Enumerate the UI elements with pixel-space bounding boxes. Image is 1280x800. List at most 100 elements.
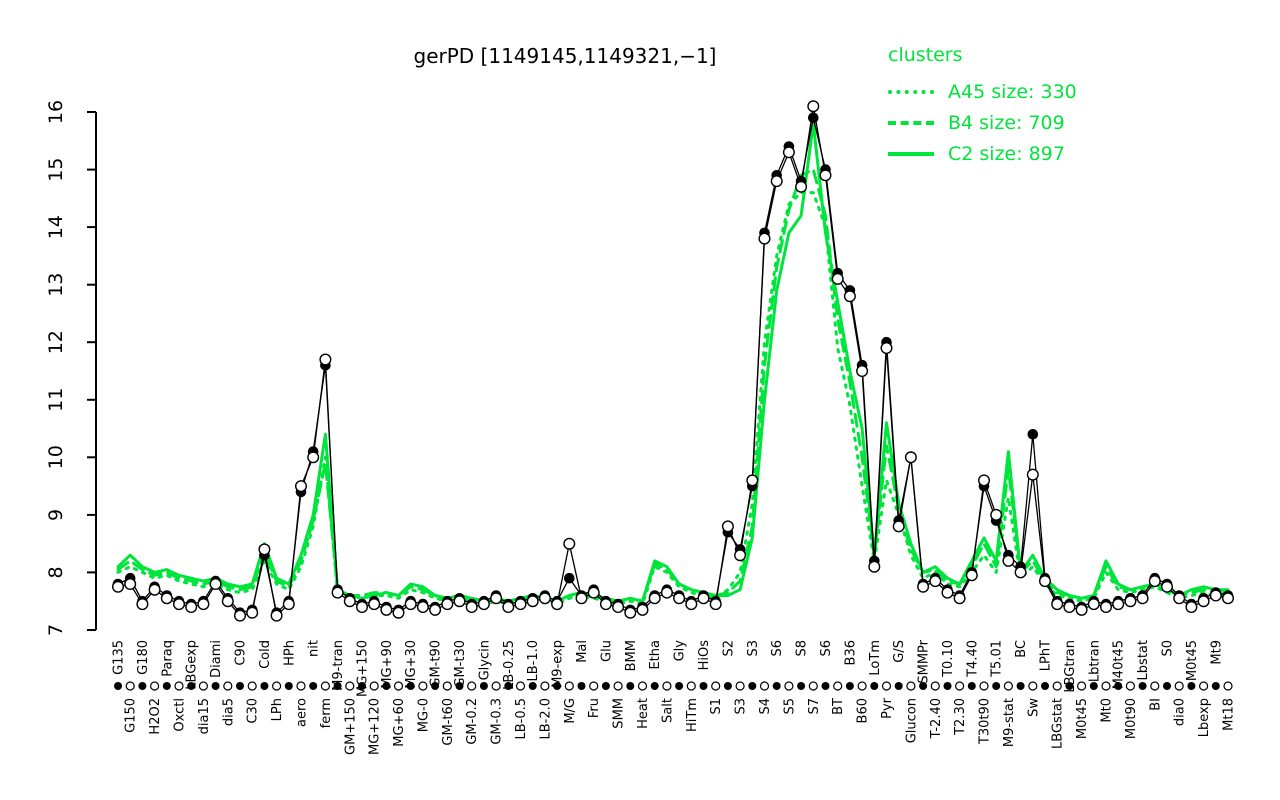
x-tick-label: SMMPr [917, 639, 932, 683]
x-tick-label: Oxctl [173, 698, 188, 732]
y-tick-label: 13 [45, 273, 67, 297]
x-tick-label: Glucon [904, 698, 919, 743]
legend-label: B4 size: 709 [948, 111, 1065, 134]
x-tick-label: HiOs [697, 640, 712, 671]
x-tick-label: LPhT [1039, 640, 1054, 671]
x-tick-label: nit [307, 640, 322, 657]
x-tick-label: M0t90 [1124, 698, 1139, 739]
x-tick-label: HiTm [685, 698, 700, 732]
x-tick-label: MG+90 [380, 640, 395, 689]
x-tick-label: S1 [709, 698, 724, 715]
x-tick-label: dia5 [221, 698, 236, 726]
x-tick-label: GM+150 [343, 698, 358, 755]
x-tick-label: Pyr [880, 697, 895, 719]
x-tick-label: Lbstat [1136, 640, 1151, 680]
legend-title: clusters [888, 44, 963, 66]
x-tick-label: MG-0 [416, 698, 431, 732]
x-tick-label: Fru [587, 698, 602, 718]
legend-entry-b4: B4 size: 709 [888, 107, 1077, 138]
x-tick-label: Glu [599, 640, 614, 662]
x-tick-label: M40t45 [1112, 640, 1127, 689]
x-tick-label: T4.40 [965, 640, 980, 678]
x-tick-label: Heat [636, 698, 651, 729]
x-tick-label: S2 [721, 640, 736, 657]
x-tick-label: Mal [575, 640, 590, 663]
x-tick-label: M0t45 [1185, 640, 1200, 681]
x-tick-label: Lbtran [1087, 640, 1102, 682]
x-tick-label: Salt [660, 698, 675, 723]
x-tick-label: BI [1148, 698, 1163, 711]
x-tick-label: MG+30 [404, 640, 419, 689]
y-tick-label: 8 [45, 566, 67, 578]
x-tick-label: LB-0.5 [514, 698, 529, 740]
series-line-2 [116, 122, 1230, 603]
x-tick-label: ferm [319, 698, 334, 728]
x-tick-label: MG+150 [356, 640, 371, 697]
x-tick-label: SMM [612, 698, 627, 729]
x-tick-label: BMM [624, 640, 639, 671]
x-tick-label: Gly [673, 640, 688, 662]
x-tick-label: LB-2.0 [538, 698, 553, 740]
x-tick-label: S0 [1161, 640, 1176, 657]
x-tick-label: M/G [563, 698, 578, 724]
x-axis-labels: G135 G150 G180 H2O2 Paraq Oxctl LBGexp dia15 Dia… [112, 639, 1237, 755]
x-tick-label: aero [295, 698, 310, 727]
x-tick-label: Cold [258, 640, 273, 669]
x-tick-label: T30t90 [978, 698, 993, 745]
legend: clusters A45 size: 330 B4 size: 709 C2 s… [888, 44, 1077, 169]
y-axis: 7 8 9 10 11 12 13 14 15 16 [45, 100, 97, 636]
y-tick-label: 11 [45, 388, 67, 412]
x-tick-label: LoTm [868, 640, 883, 676]
x-tick-label: S6 [819, 640, 834, 657]
x-tick-label: G/S [892, 640, 907, 663]
x-tick-label: S7 [807, 698, 822, 715]
x-tick-label: M9-tran [331, 640, 346, 691]
series-line-0 [116, 191, 1230, 606]
x-tick-label: LBGstat [1051, 698, 1066, 749]
x-tick-label: LB-0.25 [502, 640, 517, 690]
series-line-4 [117, 105, 1229, 617]
x-tick-label: GM-t60 [441, 698, 456, 746]
x-tick-label: Glycin [477, 640, 492, 680]
x-tick-label: T-2.40 [929, 698, 944, 739]
x-tick-label: S5 [782, 698, 797, 715]
x-tick-label: C30 [246, 698, 261, 724]
series-line-1 [116, 168, 1230, 603]
x-tick-label: Paraq [160, 640, 175, 677]
x-tick-label: Etha [648, 640, 663, 670]
x-tick-label: G135 [112, 640, 127, 675]
x-tick-label: Mt9 [1209, 640, 1224, 665]
series-line-3 [117, 117, 1229, 614]
dotted-line-sample-icon [888, 89, 934, 94]
x-tick-label: S6 [770, 640, 785, 657]
x-tick-label: GM-t30 [453, 640, 468, 688]
open-point-markers [111, 100, 1234, 622]
y-tick-label: 12 [45, 330, 67, 354]
y-tick-label: 9 [45, 509, 67, 521]
dashed-line-sample-icon [888, 120, 934, 125]
x-tick-label: G180 [136, 640, 151, 675]
y-tick-label: 7 [45, 624, 67, 636]
x-tick-label: LBGtran [1063, 640, 1078, 693]
x-tick-label: H2O2 [148, 698, 163, 735]
x-tick-label: B60 [856, 698, 871, 723]
x-tick-label: M0t45 [1075, 698, 1090, 739]
x-tick-label: HPh [282, 640, 297, 666]
x-tick-label: MG+60 [392, 698, 407, 747]
x-tick-label: MG+120 [368, 698, 383, 755]
chart-title: gerPD [1149145,1149321,−1] [413, 44, 717, 68]
x-tick-label: BT [831, 698, 846, 715]
x-tick-label: T2.30 [953, 698, 968, 736]
x-tick-label: G150 [124, 698, 139, 733]
legend-entry-a45: A45 size: 330 [888, 76, 1077, 107]
solid-line-sample-icon [888, 151, 934, 156]
filled-point-markers [112, 112, 1234, 618]
x-tick-label: B36 [843, 640, 858, 665]
legend-label: A45 size: 330 [948, 80, 1077, 103]
condition-marker-strip [114, 681, 1233, 691]
x-tick-label: M9-stat [1002, 698, 1017, 747]
x-tick-label: GM-t90 [429, 640, 444, 688]
x-tick-label: dia15 [197, 698, 212, 734]
